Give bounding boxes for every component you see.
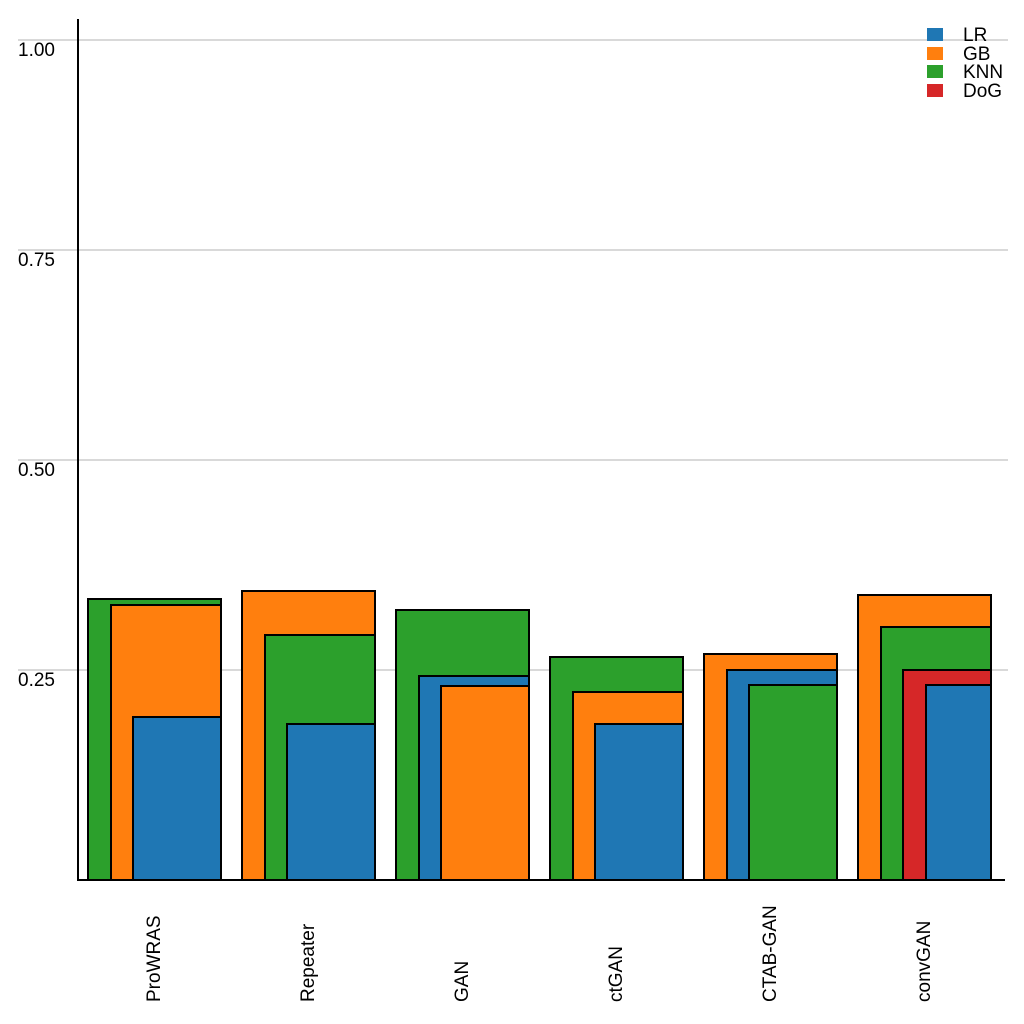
legend-label: GB [963,43,991,65]
legend-label: KNN [963,62,1004,84]
bar-CTAB-GAN-KNN [748,684,838,881]
y-tick-label: 0.75 [18,250,55,271]
x-category-label: GAN [451,960,473,1002]
gridline [18,39,1008,41]
legend-label: DoG [963,81,1003,103]
x-category-label: Repeater [297,923,319,1002]
legend-swatch-DoG [927,84,943,98]
bar-Repeater-LR [286,722,376,881]
bar-GAN-GB [440,685,530,881]
y-axis-line [77,19,79,881]
y-tick-label: 0.25 [18,670,55,691]
gridline [18,459,1008,461]
x-category-label: convGAN [913,920,935,1002]
legend-swatch-LR [927,28,943,41]
legend-label: LR [963,25,988,46]
x-category-label: ProWRAS [143,915,165,1002]
x-category-label: CTAB-GAN [759,905,781,1002]
x-axis-line [77,879,1005,881]
legend-swatch-GB [927,46,943,60]
legend-swatch-KNN [927,65,943,79]
bar-ctGAN-LR [594,722,684,881]
bar-ProWRAS-LR [132,716,222,881]
bar-convGAN-LR [924,684,992,881]
y-tick-label: 1.00 [18,40,55,61]
gridline [18,249,1008,251]
x-category-label: ctGAN [605,946,627,1002]
y-tick-label: 0.50 [18,460,55,481]
